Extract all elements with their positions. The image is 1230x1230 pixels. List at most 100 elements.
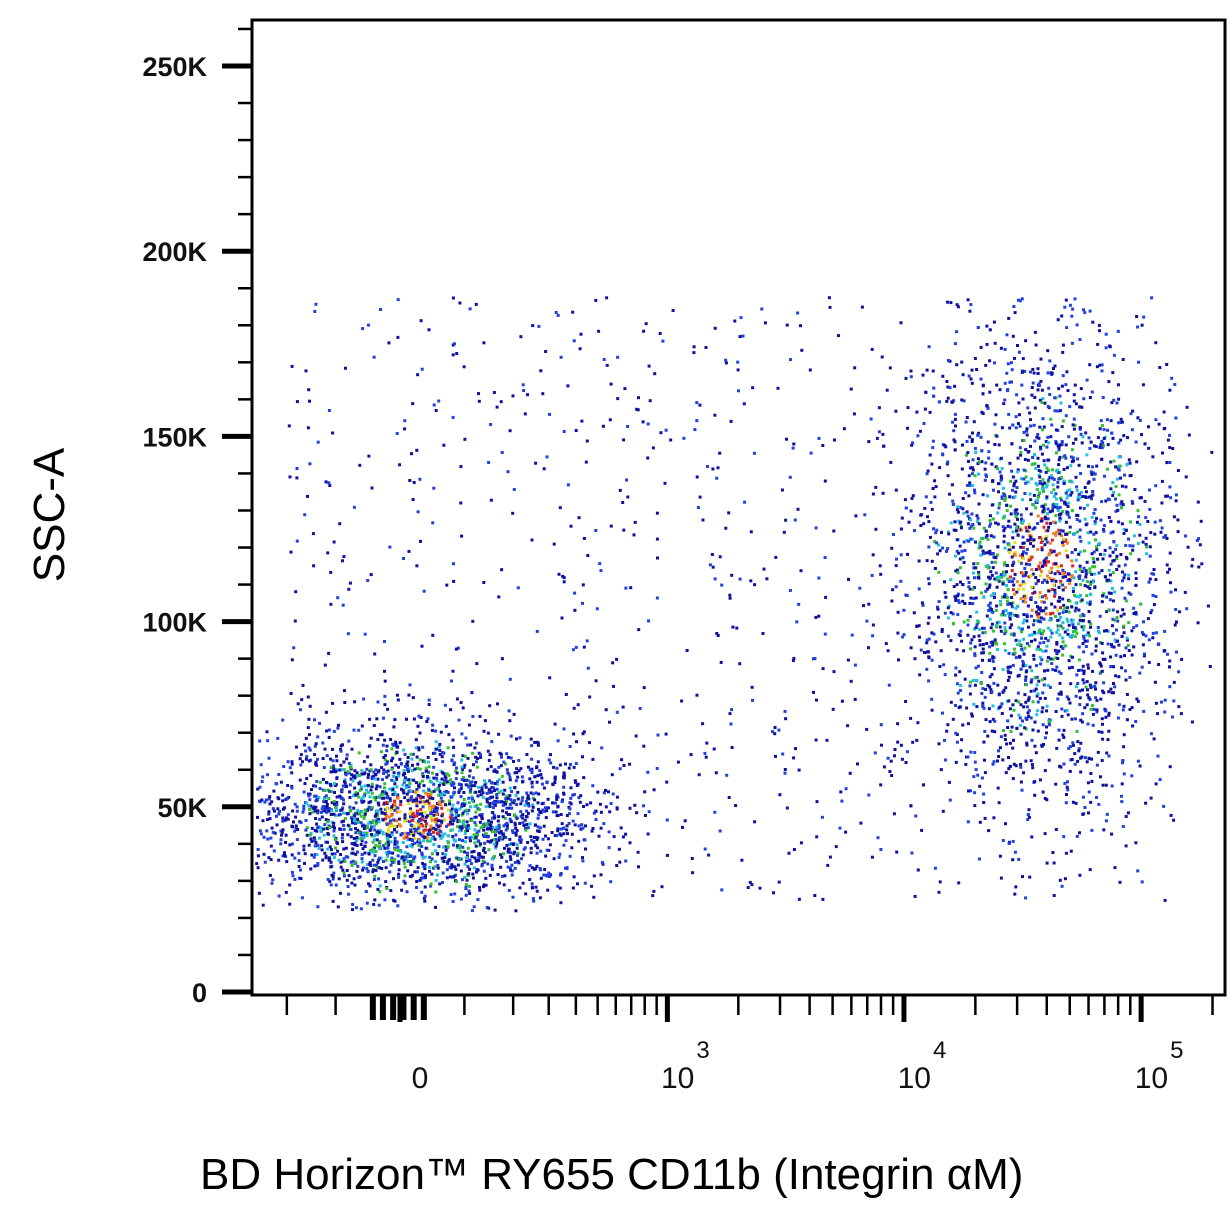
event-dot bbox=[1055, 631, 1059, 634]
event-dot bbox=[482, 885, 485, 889]
event-dot bbox=[1042, 507, 1046, 511]
event-dot bbox=[1011, 703, 1015, 707]
event-dot bbox=[934, 485, 938, 489]
event-dot bbox=[1141, 383, 1145, 387]
event-dot bbox=[1113, 618, 1117, 622]
event-dot bbox=[1010, 569, 1014, 573]
event-dot bbox=[1021, 719, 1024, 723]
event-dot bbox=[508, 813, 512, 816]
event-dot bbox=[351, 794, 355, 798]
event-dot bbox=[471, 799, 474, 803]
event-dot bbox=[1049, 548, 1053, 552]
event-dot bbox=[290, 658, 294, 662]
event-dot bbox=[391, 860, 394, 864]
event-dot bbox=[483, 779, 487, 783]
event-dot bbox=[376, 801, 380, 805]
event-dot bbox=[343, 778, 347, 782]
event-dot bbox=[337, 877, 341, 881]
event-dot bbox=[377, 845, 381, 849]
event-dot bbox=[383, 669, 386, 673]
event-dot bbox=[492, 769, 496, 773]
event-dot bbox=[520, 775, 524, 779]
event-dot bbox=[427, 765, 431, 769]
event-dot bbox=[1017, 587, 1021, 591]
event-dot bbox=[1061, 610, 1065, 614]
event-dot bbox=[1070, 448, 1074, 452]
event-dot bbox=[1036, 522, 1040, 525]
event-dot bbox=[347, 739, 351, 743]
event-dot bbox=[456, 863, 460, 867]
event-dot bbox=[976, 773, 980, 777]
event-dot bbox=[1039, 620, 1043, 624]
event-dot bbox=[1039, 447, 1043, 451]
event-dot bbox=[409, 828, 413, 832]
event-dot bbox=[1066, 606, 1069, 610]
event-dot bbox=[1011, 746, 1015, 750]
event-dot bbox=[946, 385, 950, 389]
event-dot bbox=[531, 897, 535, 901]
event-dot bbox=[1003, 621, 1007, 625]
event-dot bbox=[312, 836, 316, 840]
event-dot bbox=[1092, 444, 1096, 448]
event-dot bbox=[521, 853, 525, 857]
event-dot bbox=[460, 826, 464, 830]
event-dot bbox=[1138, 671, 1142, 675]
event-dot bbox=[1022, 705, 1026, 709]
event-dot bbox=[1038, 481, 1042, 485]
event-dot bbox=[989, 640, 993, 644]
event-dot bbox=[444, 803, 447, 807]
event-dot bbox=[551, 783, 555, 787]
event-dot bbox=[565, 828, 569, 832]
event-dot bbox=[976, 516, 980, 520]
event-dot bbox=[303, 852, 307, 856]
event-dot bbox=[948, 492, 951, 496]
event-dot bbox=[1093, 522, 1097, 526]
event-dot bbox=[429, 812, 433, 815]
event-dot bbox=[361, 868, 365, 872]
event-dot bbox=[483, 783, 487, 787]
event-dot bbox=[1022, 550, 1026, 554]
event-dot bbox=[508, 802, 512, 806]
event-dot bbox=[1078, 568, 1082, 572]
event-dot bbox=[742, 402, 746, 406]
event-dot bbox=[302, 844, 306, 848]
event-dot bbox=[1011, 839, 1015, 843]
event-dot bbox=[1127, 577, 1131, 581]
event-dot bbox=[484, 805, 488, 809]
event-dot bbox=[1051, 468, 1054, 472]
event-dot bbox=[973, 654, 977, 658]
event-dot bbox=[1009, 361, 1013, 365]
event-dot bbox=[1042, 743, 1045, 746]
event-dot bbox=[354, 831, 358, 835]
event-dot bbox=[309, 804, 313, 808]
event-dot bbox=[918, 429, 922, 433]
event-dot bbox=[1013, 495, 1017, 499]
event-dot bbox=[569, 796, 573, 800]
event-dot bbox=[927, 545, 931, 549]
event-dot bbox=[954, 598, 958, 602]
event-dot bbox=[1061, 640, 1065, 644]
event-dot bbox=[1041, 478, 1045, 482]
event-dot bbox=[499, 853, 503, 857]
event-dot bbox=[1102, 553, 1106, 556]
event-dot bbox=[564, 762, 567, 766]
event-dot bbox=[371, 870, 375, 874]
event-dot bbox=[452, 875, 456, 879]
event-dot bbox=[526, 811, 530, 815]
event-dot bbox=[1027, 575, 1031, 579]
event-dot bbox=[514, 826, 518, 830]
event-dot bbox=[1040, 609, 1044, 613]
event-dot bbox=[1089, 470, 1093, 474]
event-dot bbox=[329, 860, 333, 864]
event-dot bbox=[1115, 568, 1119, 571]
event-dot bbox=[396, 806, 400, 810]
event-dot bbox=[949, 301, 953, 305]
event-dot bbox=[973, 446, 977, 450]
event-dot bbox=[281, 799, 285, 803]
event-dot bbox=[487, 819, 491, 823]
event-dot bbox=[1019, 561, 1023, 565]
event-dot bbox=[458, 829, 462, 833]
event-dot bbox=[997, 755, 1001, 758]
event-dot bbox=[624, 832, 628, 836]
event-dot bbox=[452, 745, 456, 749]
